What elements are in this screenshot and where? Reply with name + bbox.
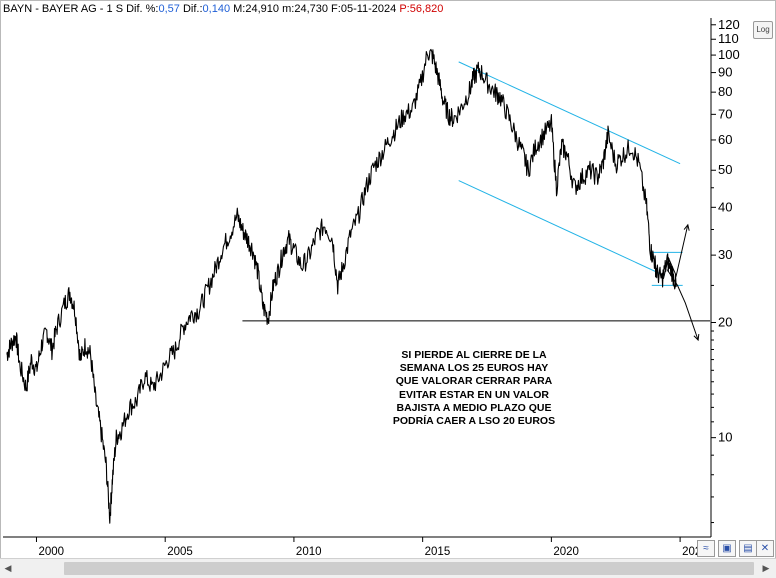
x-tick-label: 2015 [425,546,451,558]
note-line: PODRÍA CAER A LSO 20 EUROS [392,415,556,428]
save-icon[interactable]: ▣ [718,540,736,557]
dif-pct-label: Dif. %: [126,3,159,15]
y-tick-label: 110 [718,31,739,46]
y-tick-label: 120 [718,17,740,32]
x-tick-label: 2020 [553,546,579,558]
dif-pct-value: 0,57 [158,3,180,15]
y-tick-label: 30 [718,247,732,262]
y-tick-label: 60 [718,132,732,147]
close-icon[interactable]: ✕ [756,540,774,557]
quote-header: BAYN - BAYER AG - 1 S Dif. %:0,57 Dif.:0… [3,2,443,17]
y-tick-label: 20 [718,314,732,329]
price-label: P: [399,3,410,15]
y-tick-label: 90 [718,65,732,80]
trend-lines [242,61,710,322]
scenario-down-arrowhead [693,333,700,342]
scroll-right-arrow-icon[interactable]: ▶ [762,563,770,573]
x-tick-label: 2010 [296,546,322,558]
scenario-up-arrowhead [683,223,690,231]
period-label: 1 S [106,3,124,15]
horizontal-scrollbar[interactable]: ◀ ▶ [0,558,776,578]
analysis-note: SI PIERDE AL CIERRE DE LA SEMANA LOS 25 … [374,349,574,428]
scroll-left-arrow-icon[interactable]: ◀ [4,563,12,573]
layout-icon[interactable]: ▤ [739,540,757,557]
min-label: m: [282,3,295,15]
y-tick-label: 40 [718,199,732,214]
channel-lower-line [458,180,665,277]
price-line [6,48,677,524]
y-tick-label: 70 [718,106,732,121]
date-label: F: [331,3,341,15]
channel-upper-line [458,61,681,165]
note-line: QUE VALORAR CERRAR PARA [395,375,553,388]
y-tick-label: 50 [718,162,732,177]
x-tick-label: 2005 [167,546,193,558]
x-tick-label: 2000 [38,546,64,558]
y-tick-label: 80 [718,84,732,99]
scenario-down-arrow [666,269,699,341]
dif-value: 0,140 [202,3,231,15]
note-line: SI PIERDE AL CIERRE DE LA [401,349,547,361]
dif-label: Dif.: [182,3,203,15]
min-value: 24,730 [294,3,328,15]
max-value: 24,910 [245,3,280,15]
chart-style-button[interactable]: ≈ [697,540,715,557]
note-line: EVITAR ESTAR EN UN VALOR [399,388,549,401]
y-tick-label: 100 [718,47,740,62]
date-value: 05-11-2024 [340,3,397,15]
note-line: BAJISTA A MEDIO PLAZO QUE [396,401,552,414]
price-value: 56,820 [409,3,444,15]
y-tick-label: 10 [718,430,732,445]
scenario-arrows [662,223,700,342]
scrollbar-thumb[interactable] [64,562,754,575]
symbol-label: BAYN - BAYER AG - [3,3,104,15]
scenario-up-arrow [662,224,689,280]
max-label: M: [233,3,246,15]
log-scale-button[interactable]: Log [753,21,773,39]
price-series [6,48,677,524]
note-line: SEMANA LOS 25 EUROS HAY [399,362,549,375]
